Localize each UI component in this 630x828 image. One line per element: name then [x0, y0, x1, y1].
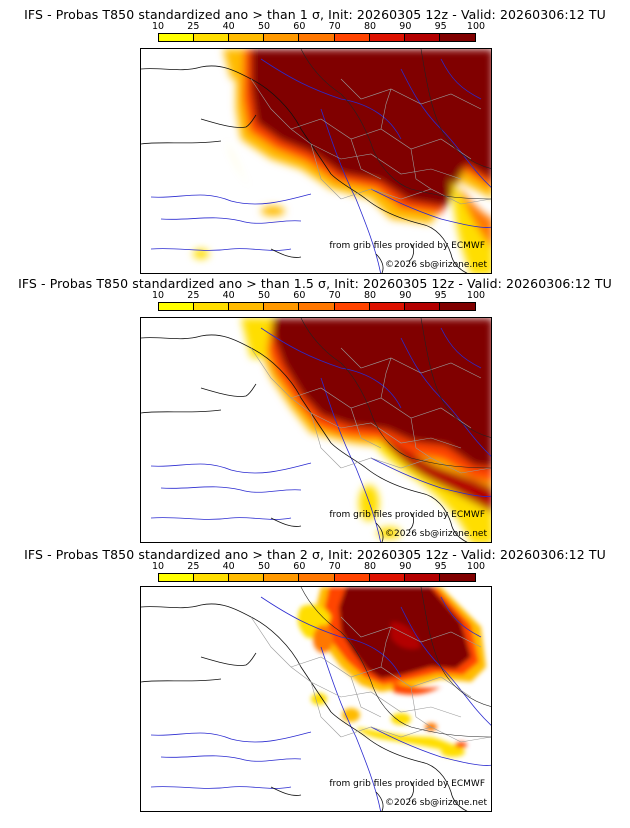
colorbar-swatches — [158, 573, 476, 582]
colorbar-swatch — [229, 574, 265, 581]
colorbar-tick-label: 100 — [466, 21, 486, 32]
colorbar-swatch — [159, 303, 195, 310]
panel-2: IFS - Probas T850 standardized ano > tha… — [0, 276, 630, 546]
colorbar-tick-label: 100 — [466, 561, 486, 572]
colorbar-tick-label: 40 — [222, 561, 235, 572]
colorbar-swatch — [264, 34, 300, 41]
colorbar-swatch — [369, 574, 405, 581]
colorbar-swatch — [404, 34, 440, 41]
colorbar-tick-label: 100 — [466, 290, 486, 301]
colorbar-tick-label: 60 — [293, 290, 306, 301]
credit-source: from grib files provided by ECMWF — [329, 241, 485, 251]
colorbar-swatch — [194, 574, 230, 581]
colorbar-tick-label: 80 — [363, 290, 377, 301]
colorbar-tick-label: 80 — [363, 561, 377, 572]
colorbar: 10 25 40 50 60 70 80 90 95 100 — [152, 21, 485, 51]
credit-source: from grib files provided by ECMWF — [329, 510, 485, 520]
colorbar-swatch — [194, 34, 230, 41]
colorbar-labels: 10 25 40 50 60 70 80 90 95 100 — [152, 290, 485, 301]
panel-title: IFS - Probas T850 standardized ano > tha… — [24, 547, 606, 562]
colorbar-tick-label: 50 — [257, 561, 271, 572]
colorbar-swatches — [158, 33, 476, 42]
colorbar-tick-label: 40 — [222, 290, 235, 301]
colorbar-tick-label: 70 — [328, 561, 341, 572]
probability-map: from grib files provided by ECMWF ©2026 … — [140, 317, 492, 543]
colorbar-tick-label: 25 — [187, 21, 200, 32]
colorbar-swatch — [404, 574, 440, 581]
colorbar-tick-label: 95 — [434, 561, 447, 572]
colorbar-tick-label: 70 — [328, 21, 341, 32]
colorbar-swatch — [194, 303, 230, 310]
colorbar-tick-label: 25 — [187, 290, 200, 301]
colorbar-swatch — [404, 303, 440, 310]
panel-title: IFS - Probas T850 standardized ano > tha… — [18, 276, 612, 291]
colorbar-swatch — [159, 574, 195, 581]
colorbar: 10 25 40 50 60 70 80 90 95 100 — [152, 561, 485, 591]
probability-map: from grib files provided by ECMWF ©2026 … — [140, 48, 492, 274]
colorbar: 10 25 40 50 60 70 80 90 95 100 — [152, 290, 485, 320]
colorbar-tick-label: 90 — [399, 21, 412, 32]
colorbar-tick-label: 90 — [399, 561, 412, 572]
colorbar-swatch — [369, 34, 405, 41]
colorbar-tick-label: 60 — [293, 21, 306, 32]
panel-title: IFS - Probas T850 standardized ano > tha… — [24, 7, 606, 22]
colorbar-tick-label: 90 — [399, 290, 412, 301]
colorbar-tick-label: 10 — [151, 21, 165, 32]
colorbar-swatch — [229, 303, 265, 310]
colorbar-tick-label: 10 — [151, 561, 165, 572]
colorbar-swatch — [334, 574, 370, 581]
colorbar-labels: 10 25 40 50 60 70 80 90 95 100 — [152, 21, 485, 32]
colorbar-swatches — [158, 302, 476, 311]
colorbar-swatch — [369, 303, 405, 310]
colorbar-tick-label: 60 — [293, 561, 306, 572]
colorbar-tick-label: 95 — [434, 21, 447, 32]
credit-copyright: ©2026 sb@irizone.net — [385, 798, 487, 808]
colorbar-tick-label: 50 — [257, 21, 271, 32]
colorbar-swatch — [334, 303, 370, 310]
credit-source: from grib files provided by ECMWF — [329, 779, 485, 789]
colorbar-swatch — [439, 303, 475, 310]
colorbar-tick-label: 50 — [257, 290, 271, 301]
credit-copyright: ©2026 sb@irizone.net — [385, 260, 487, 270]
panel-3: IFS - Probas T850 standardized ano > tha… — [0, 547, 630, 817]
colorbar-tick-label: 70 — [328, 290, 341, 301]
colorbar-swatch — [299, 34, 335, 41]
credit-copyright: ©2026 sb@irizone.net — [385, 529, 487, 539]
colorbar-tick-label: 95 — [434, 290, 447, 301]
colorbar-swatch — [264, 303, 300, 310]
colorbar-swatch — [299, 574, 335, 581]
colorbar-swatch — [439, 34, 475, 41]
panel-1: IFS - Probas T850 standardized ano > tha… — [0, 7, 630, 277]
colorbar-swatch — [439, 574, 475, 581]
colorbar-swatch — [334, 34, 370, 41]
colorbar-tick-label: 10 — [151, 290, 165, 301]
probability-map: from grib files provided by ECMWF ©2026 … — [140, 586, 492, 812]
colorbar-tick-label: 25 — [187, 561, 200, 572]
colorbar-swatch — [264, 574, 300, 581]
colorbar-tick-label: 80 — [363, 21, 377, 32]
colorbar-swatch — [299, 303, 335, 310]
colorbar-tick-label: 40 — [222, 21, 235, 32]
colorbar-swatch — [159, 34, 195, 41]
colorbar-labels: 10 25 40 50 60 70 80 90 95 100 — [152, 561, 485, 572]
colorbar-swatch — [229, 34, 265, 41]
